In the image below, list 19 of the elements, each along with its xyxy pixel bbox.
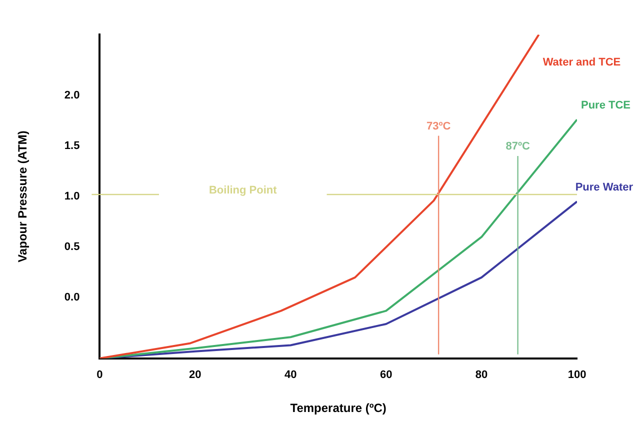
series-label: Pure TCE: [581, 100, 631, 112]
y-axis-title: Vapour Pressure (ATM): [16, 130, 30, 262]
x-tick-label: 20: [189, 369, 202, 382]
y-tick-label: 2.0: [64, 89, 80, 102]
y-tick-label: 1.0: [64, 190, 80, 203]
x-tick-label: 0: [96, 369, 103, 382]
x-tick-label: 100: [568, 369, 586, 382]
x-tick-label: 40: [284, 369, 297, 382]
x-tick-label: 60: [380, 369, 392, 382]
series-label: Pure Water: [575, 182, 634, 194]
y-tick-label: 0.0: [64, 292, 80, 304]
ref-line-label: 87ºC: [506, 140, 530, 153]
x-tick-label: 80: [475, 369, 488, 382]
series-label: Water and TCE: [542, 56, 621, 69]
x-axis-title: Temperature (ºC): [290, 401, 386, 416]
ref-line-label: 73ºC: [426, 120, 451, 132]
y-tick-label: 1.5: [64, 140, 80, 152]
ref-line-label: Boiling Point: [208, 184, 278, 197]
y-tick-label: 0.5: [64, 241, 80, 254]
